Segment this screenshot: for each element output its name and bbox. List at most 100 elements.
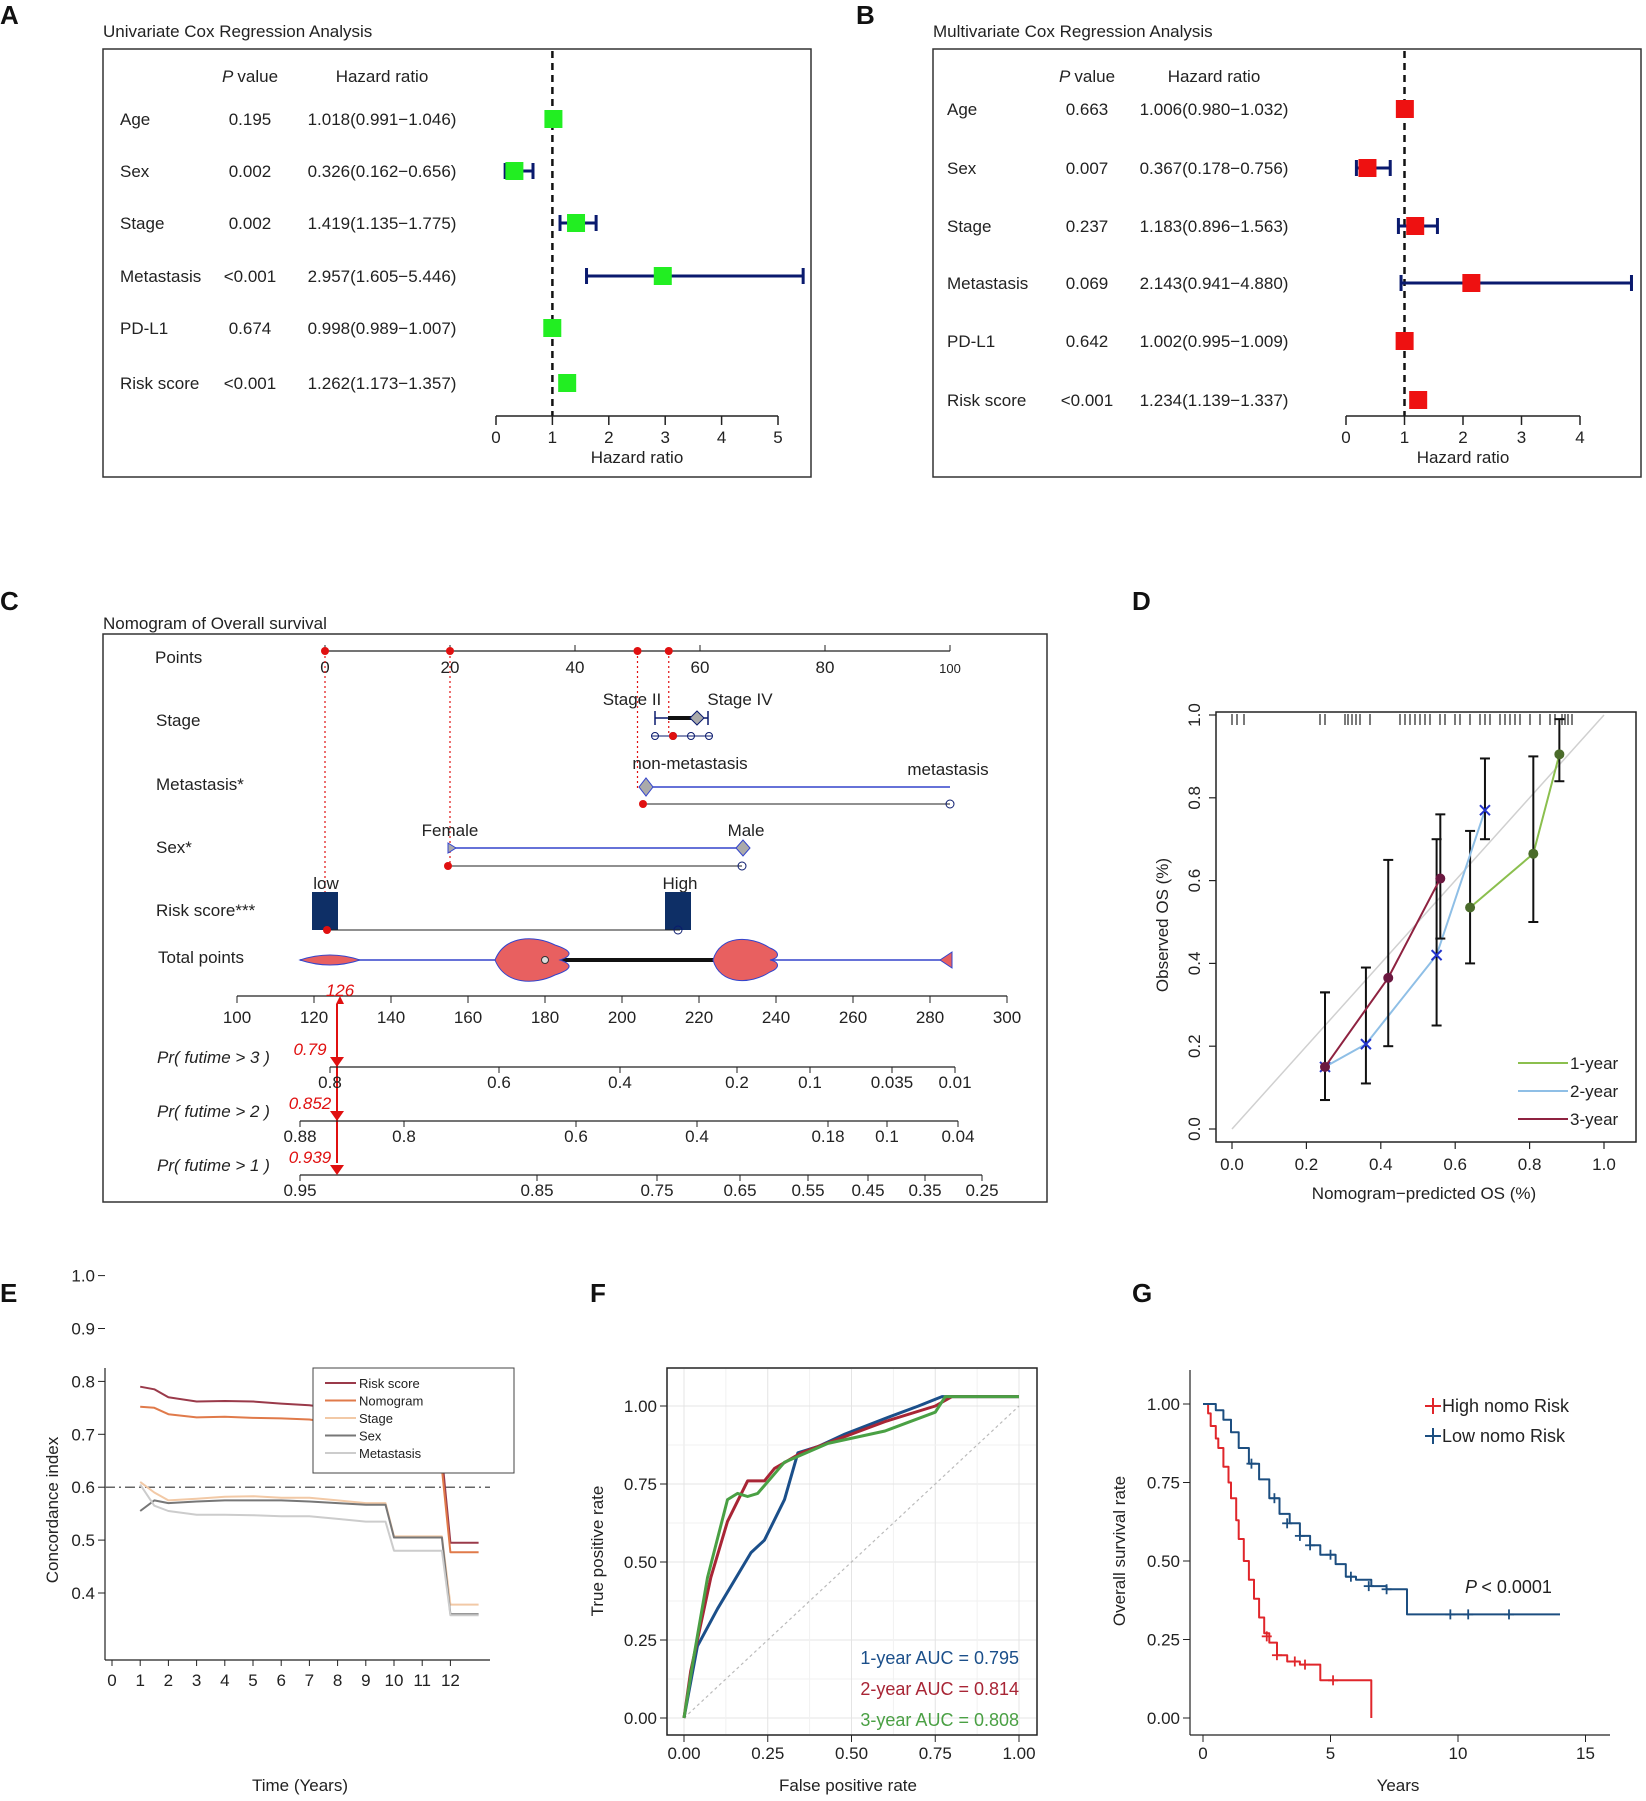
row-p-value: <0.001 [224,267,276,286]
x-tick-label: 1 [1400,428,1409,447]
panel-letter-f: F [590,1278,606,1308]
row-label-stage: Stage [156,711,200,730]
pr-row-value: 0.852 [289,1094,332,1113]
x-axis-label: Time (Years) [252,1776,348,1795]
x-tick-label: 3 [192,1671,201,1690]
pr-tick-label: 0.75 [640,1181,673,1200]
legend-label: Low nomo Risk [1442,1426,1566,1446]
total-tick-label: 140 [377,1008,405,1027]
row-hazard-ratio: 1.419(1.135−1.775) [308,214,457,233]
x-tick-label: 1.00 [1002,1744,1035,1763]
row-label: Sex [120,162,150,181]
legend-label: Sex [359,1429,382,1444]
legend-label: 3-year [1570,1110,1619,1129]
risk-selected [323,926,331,934]
x-axis-label: Nomogram−predicted OS (%) [1312,1184,1536,1203]
y-tick-label: 0.9 [71,1320,95,1339]
p-value-header: P value [1059,67,1115,86]
row-hazard-ratio: 1.262(1.173−1.357) [308,374,457,393]
x-tick-label: 12 [441,1671,460,1690]
row-label-risk-score: Risk score*** [156,901,256,920]
c-index-line-Sex [139,1499,479,1616]
x-tick-label: 0 [1341,428,1350,447]
panel-frame [102,633,1048,1203]
x-tick-label: 1.0 [1592,1155,1616,1174]
panel-letter-c: C [0,586,19,616]
panel-letter-e: E [0,1278,17,1308]
pr-arrowhead [330,1165,344,1175]
pr-tick-label: 0.4 [608,1073,632,1092]
total-median [541,956,549,964]
nomogram: Nomogram of Overall survivalPoints020406… [102,614,1048,1203]
y-tick-label: 0.00 [1147,1709,1180,1728]
row-hazard-ratio: 0.998(0.989−1.007) [308,319,457,338]
y-tick-label: 0.8 [71,1372,95,1391]
y-tick-label: 0.5 [71,1531,95,1550]
row-label: Risk score [947,391,1026,410]
metastasis-label-yes: metastasis [907,760,988,779]
x-tick-label: 4 [717,428,726,447]
pr-tick-label: 0.65 [723,1181,756,1200]
row-hazard-ratio: 2.143(0.941−4.880) [1140,274,1289,293]
risk-box-high [665,892,691,930]
x-tick-label: 2 [1458,428,1467,447]
calibration-plot: 0.0 0.2 0.4 0.6 0.8 1.0 0.0 0.2 0.4 0.6 0.8 1.0 Nomo… [1153,703,1637,1203]
metastasis-label-non: non-metastasis [632,754,747,773]
pr-tick-label: 0.35 [908,1181,941,1200]
x-tick-label: 0.6 [1443,1155,1467,1174]
pr-tick-label: 0.6 [487,1073,511,1092]
pr-tick-label: 0.25 [965,1181,998,1200]
metastasis-point [945,799,955,809]
risk-box-low [312,892,338,930]
p-italic: P [222,67,237,86]
row-hazard-ratio: 0.367(0.178−0.756) [1140,159,1289,178]
panel-letter-a: A [0,0,19,30]
x-tick-label: 0 [491,428,500,447]
x-tick-label: 1 [548,428,557,447]
x-tick-label: 2 [164,1671,173,1690]
y-tick-label: 0.50 [624,1553,657,1572]
point-dot [1435,873,1446,884]
x-axis-label: False positive rate [779,1776,917,1795]
row-label: Metastasis [947,274,1028,293]
legend-label: High nomo Risk [1442,1396,1570,1416]
forest-plot-univariate: Univariate Cox Regression Analysis P valu… [102,22,812,478]
row-label: Risk score [120,374,199,393]
stage-point [687,732,695,740]
x-tick-label: 9 [361,1671,370,1690]
risk-label-high: High [663,874,698,893]
p-text: < 0.0001 [1481,1577,1552,1597]
pr-tick-label: 0.01 [938,1073,971,1092]
row-label: Stage [120,214,164,233]
hr-box [1395,332,1414,350]
hr-box [1395,100,1414,118]
p-value-annotation: P < 0.0001 [1465,1577,1552,1597]
y-tick-label: 0.00 [624,1709,657,1728]
row-p-value: 0.002 [229,162,272,181]
x-tick-label: 0 [107,1671,116,1690]
calibration-line-1-year [1469,754,1561,909]
stage-diamond [689,710,705,726]
pr-row-label: Pr( futime > 2 ) [157,1102,270,1121]
row-label: Age [120,110,150,129]
point-dot [1554,749,1565,760]
row-label: Metastasis [120,267,201,286]
pr-tick-label: 0.04 [941,1127,974,1146]
hr-box [1409,391,1428,409]
y-axis-label: True positive rate [588,1486,607,1617]
legend-label: 1-year AUC = 0.795 [860,1648,1019,1668]
total-value: 126 [326,981,355,1000]
hr-box [558,374,577,392]
row-label: PD-L1 [120,319,168,338]
x-tick-label: 10 [385,1671,404,1690]
x-tick-label: 4 [1575,428,1584,447]
y-tick-label: 1.00 [1147,1395,1180,1414]
x-tick-label: 5 [773,428,782,447]
y-tick-label: 0.6 [1185,869,1204,893]
y-tick-label: 0.7 [71,1425,95,1444]
x-tick-label: 0.00 [667,1744,700,1763]
panel-title: Nomogram of Overall survival [103,614,327,633]
km-curve-high [1203,1403,1373,1718]
row-label-points: Points [155,648,202,667]
km-survival-plot: 0.00 0.25 0.50 0.75 1.00 0 5 10 15 High nomo Risk… [1110,1370,1610,1795]
